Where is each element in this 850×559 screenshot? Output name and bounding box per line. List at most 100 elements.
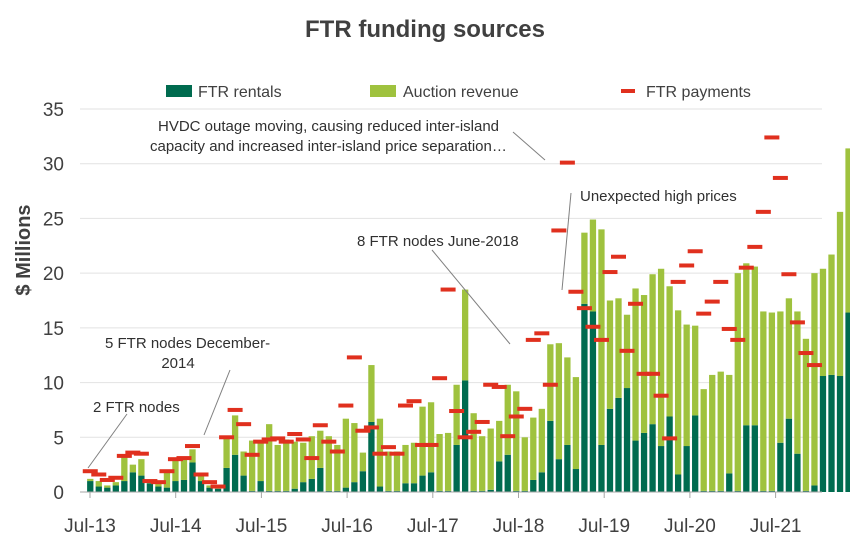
bar-ftr-rentals [479,490,486,492]
payment-marker [287,432,303,437]
bar-auction-revenue [555,343,563,460]
bar-ftr-rentals [538,472,545,492]
x-tick-label: Jul-21 [750,516,802,537]
bar-auction-revenue [470,413,477,491]
payment-marker [764,135,780,140]
bar-ftr-rentals [351,482,358,492]
bar-ftr-rentals [555,459,563,492]
bar-auction-revenue [598,229,605,445]
bar-auction-revenue [461,289,469,381]
legend: FTR rentals Auction revenue FTR payments [166,84,751,101]
bar-auction-revenue [615,298,622,398]
annotation-hvdc-line2: capacity and increased inter-island pric… [150,138,507,155]
bar-ftr-rentals [828,374,835,492]
payment-marker [253,439,269,444]
bar-ftr-rentals [709,490,716,492]
bar-auction-revenue [325,436,332,491]
payment-marker [398,403,413,408]
payment-marker [159,469,175,474]
bar-ftr-rentals [444,490,452,492]
bar-ftr-rentals [334,490,341,492]
legend-swatch-payments [621,89,635,93]
bar-ftr-rentals [504,454,511,492]
bar-ftr-rentals [427,472,435,492]
bar-ftr-rentals [674,474,682,492]
y-axis: 0 5 10 15 20 25 30 35 [43,100,64,504]
bar-ftr-rentals [836,376,844,492]
bar-auction-revenue [317,430,324,468]
bar-ftr-rentals [734,490,741,492]
bar-auction-revenue [581,232,588,304]
bar-auction-revenue [513,391,520,491]
legend-swatch-rentals [166,85,192,97]
annotation-2-nodes: 2 FTR nodes [93,399,180,416]
bar-ftr-rentals [317,467,324,492]
payment-marker [696,311,712,316]
bar-auction-revenue [163,470,171,488]
x-tick-label: Jul-19 [578,516,630,537]
payment-marker [730,337,746,342]
bar-auction-revenue [760,311,767,491]
bar-ftr-rentals [794,453,801,492]
bar-auction-revenue [717,371,724,491]
bar-ftr-rentals [308,478,315,492]
bar-auction-revenue [189,449,196,463]
bar-auction-revenue [359,452,367,472]
bar-auction-revenue [419,406,426,476]
bar-ftr-rentals [121,481,128,492]
bar-auction-revenue [129,464,137,473]
payment-marker [806,363,822,368]
bar-ftr-rentals [547,420,554,492]
y-tick-label: 0 [53,483,64,504]
payment-marker [653,393,669,398]
bar-auction-revenue [453,384,460,445]
bar-ftr-rentals [385,490,392,492]
annotation-5-nodes-line1: 5 FTR nodes December- [105,335,270,352]
bar-auction-revenue [632,288,639,441]
gridlines [80,108,822,438]
bar-auction-revenue [274,444,281,491]
payment-marker [559,160,575,165]
x-axis: Jul-13 Jul-14 Jul-15 Jul-16 Jul-17 Jul-18 Jul-… [64,492,801,537]
bar-ftr-rentals [726,473,733,492]
payment-marker [415,442,431,447]
payment-marker [202,480,218,485]
payment-marker [721,326,737,331]
bar-auction-revenue [657,268,665,447]
payment-marker [781,272,797,277]
annotations: 2 FTR nodes 5 FTR nodes December- 2014 8… [87,118,737,469]
payment-marker [628,301,644,306]
annotation-leader-hvdc [512,131,546,161]
bar-auction-revenue [777,311,784,443]
bar-ftr-rentals [572,469,580,492]
payment-marker [474,419,490,424]
payment-marker [355,428,371,433]
payment-marker [295,437,311,442]
bar-auction-revenue [521,437,528,491]
bar-ftr-rentals [146,483,154,492]
payment-marker [236,422,252,427]
bar-ftr-rentals [513,490,520,492]
bar-ftr-rentals [266,490,273,492]
bar-ftr-rentals [172,481,179,492]
y-tick-label: 15 [43,319,64,340]
bar-ftr-rentals [453,444,460,492]
payment-marker [500,434,516,439]
bar-auction-revenue [104,485,111,488]
bar-auction-revenue [674,310,682,475]
payment-marker [150,480,166,485]
bar-auction-revenue [231,415,239,455]
payment-marker [636,371,652,376]
payment-marker [679,263,695,268]
payment-marker [142,479,158,484]
bar-auction-revenue [828,254,835,375]
annotation-leader-5-nodes [203,369,231,436]
bar-auction-revenue [538,408,545,473]
legend-label-payments: FTR payments [646,84,751,101]
annotation-8-nodes: 8 FTR nodes June-2018 [357,233,519,250]
payment-marker [525,337,541,342]
bar-ftr-rentals [530,479,537,492]
payment-marker [593,337,609,342]
payment-marker [210,484,226,489]
payment-marker [619,348,635,353]
